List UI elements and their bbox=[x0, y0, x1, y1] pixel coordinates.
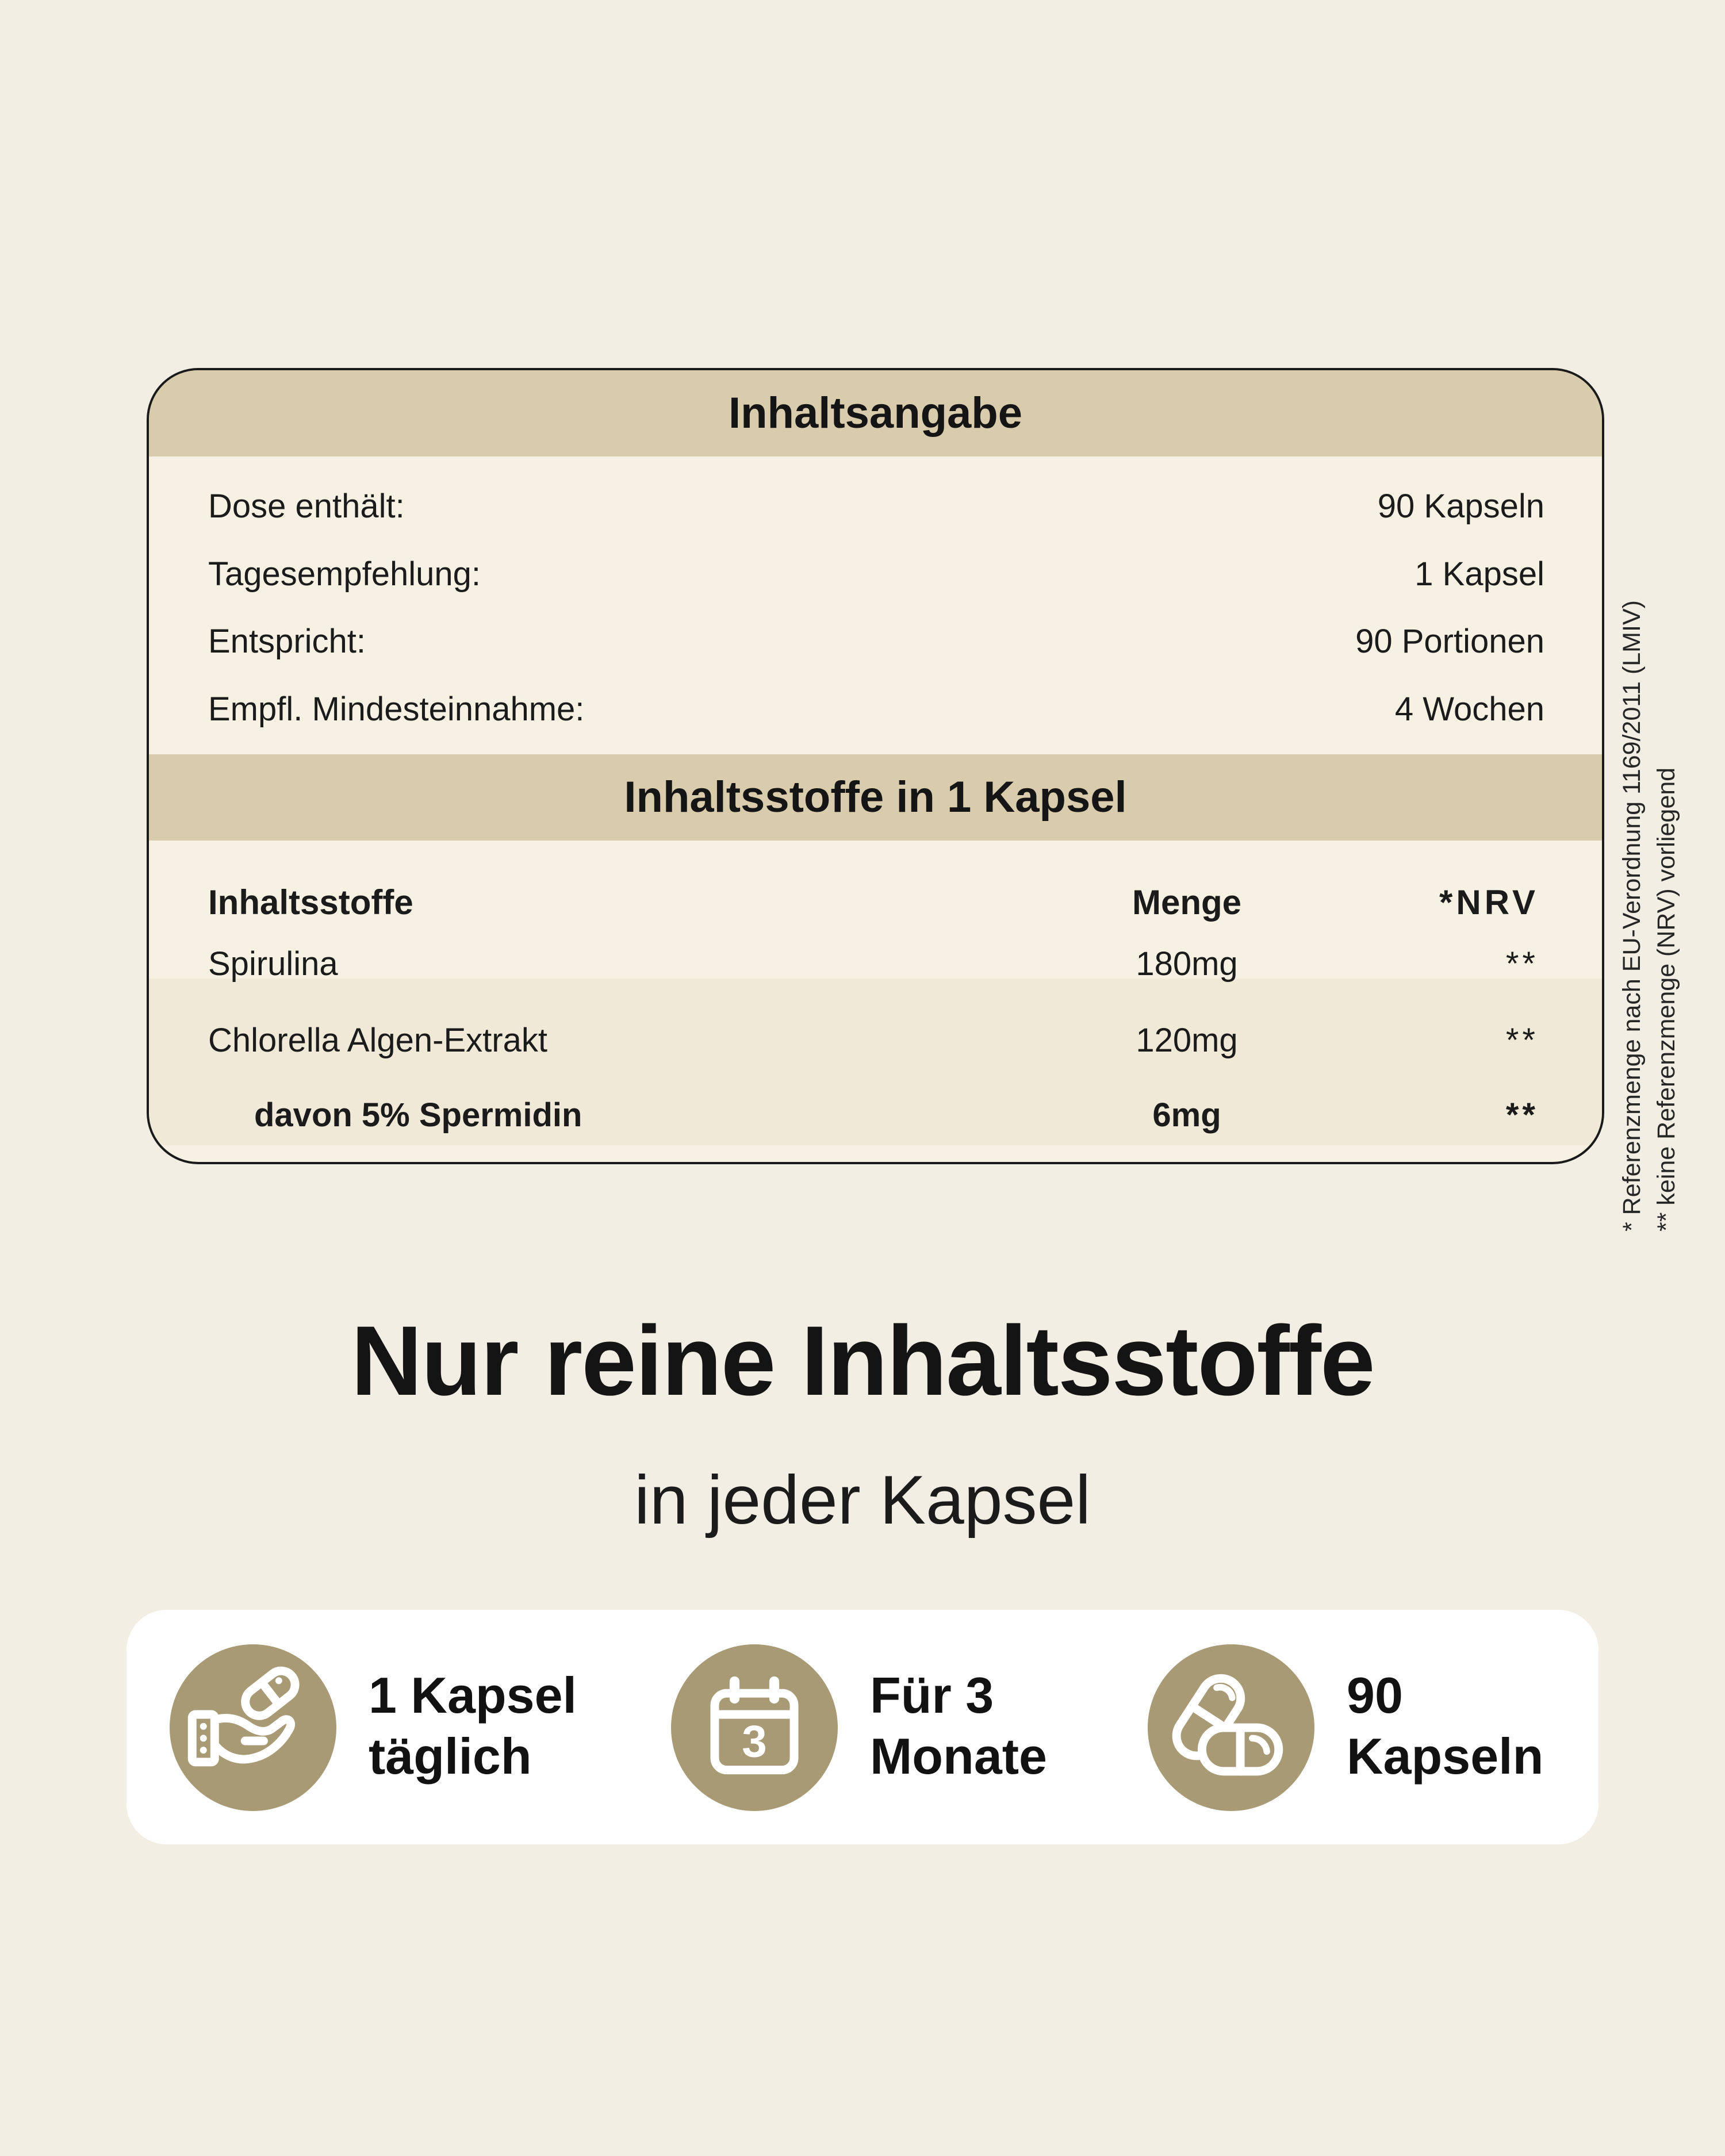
info-row: Empfl. Mindesteinnahme: 4 Wochen bbox=[208, 676, 1544, 743]
ingredient-amount: 6mg bbox=[1152, 1096, 1221, 1134]
ingredient-name: Chlorella Algen-Extrakt bbox=[208, 1022, 547, 1059]
footnote-nrv: ** keine Referenzmenge (NRV) vorliegend bbox=[1653, 767, 1680, 1232]
features-card: 1 Kapsel täglich 3 Für 3 Monate bbox=[126, 1610, 1598, 1844]
info-value: 90 Kapseln bbox=[1377, 488, 1544, 525]
info-label: Dose enthält: bbox=[208, 488, 405, 525]
ingredient-nrv: ** bbox=[1505, 1022, 1539, 1059]
feature-label-duration: Für 3 Monate bbox=[870, 1667, 1047, 1785]
info-row: Entspricht: 90 Portionen bbox=[208, 608, 1544, 675]
footnotes-vertical: * Referenzmenge nach EU-Verordnung 1169/… bbox=[1615, 401, 1684, 1232]
info-label: Entspricht: bbox=[208, 623, 366, 661]
ingredient-nrv: ** bbox=[1505, 945, 1539, 983]
section-title-band: Inhaltsstoffe in 1 Kapsel bbox=[149, 754, 1602, 841]
ingredient-amount: 120mg bbox=[1136, 1022, 1238, 1059]
calendar-icon: 3 bbox=[671, 1644, 838, 1811]
ingredient-row: Spirulina 180mg ** bbox=[149, 941, 1602, 987]
info-label: Tagesempfehlung: bbox=[208, 555, 481, 593]
ingredient-name: Spirulina bbox=[208, 945, 338, 983]
info-value: 4 Wochen bbox=[1394, 690, 1544, 728]
info-value: 1 Kapsel bbox=[1414, 555, 1544, 593]
table-title: Inhaltsangabe bbox=[729, 389, 1022, 438]
nutrition-table-card: Inhaltsangabe Dose enthält: 90 Kapseln T… bbox=[147, 368, 1604, 1164]
calendar-number: 3 bbox=[742, 1716, 766, 1767]
table-title-band: Inhaltsangabe bbox=[149, 370, 1602, 456]
feature-label-dosage: 1 Kapsel täglich bbox=[369, 1667, 577, 1785]
info-value: 90 Portionen bbox=[1355, 623, 1544, 661]
page-title: Nur reine Inhaltsstoffe bbox=[351, 1306, 1375, 1416]
col-header-nrv: *NRV bbox=[1439, 883, 1539, 922]
info-rows: Dose enthält: 90 Kapseln Tagesempfehlung… bbox=[149, 473, 1602, 743]
ingredient-row: Chlorella Algen-Extrakt 120mg ** bbox=[149, 1018, 1602, 1064]
shaded-rows-background bbox=[149, 979, 1602, 1145]
footnote-reference: * Referenzmenge nach EU-Verordnung 1169/… bbox=[1618, 600, 1646, 1232]
ingredients-header-row: Inhaltsstoffe Menge *NRV bbox=[149, 880, 1602, 926]
info-row: Dose enthält: 90 Kapseln bbox=[208, 473, 1544, 540]
page-subtitle: in jeder Kapsel bbox=[634, 1461, 1091, 1539]
ingredient-name: davon 5% Spermidin bbox=[254, 1096, 582, 1134]
section-title: Inhaltsstoffe in 1 Kapsel bbox=[624, 773, 1127, 822]
feature-label-count: 90 Kapseln bbox=[1347, 1667, 1544, 1785]
col-header-amount: Menge bbox=[1132, 883, 1242, 922]
ingredient-nrv: ** bbox=[1505, 1096, 1539, 1134]
ingredient-row-subingredient: davon 5% Spermidin 6mg ** bbox=[149, 1092, 1602, 1138]
hand-capsule-icon bbox=[170, 1644, 336, 1811]
capsules-icon bbox=[1148, 1644, 1314, 1811]
info-row: Tagesempfehlung: 1 Kapsel bbox=[208, 540, 1544, 608]
col-header-ingredients: Inhaltsstoffe bbox=[208, 883, 413, 922]
ingredient-amount: 180mg bbox=[1136, 945, 1238, 983]
info-label: Empfl. Mindesteinnahme: bbox=[208, 690, 585, 728]
